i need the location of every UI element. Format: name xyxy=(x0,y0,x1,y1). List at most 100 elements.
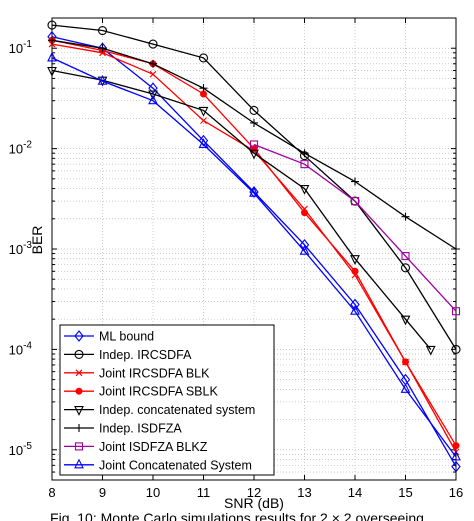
data-point xyxy=(47,66,57,77)
data-point xyxy=(299,245,310,255)
legend-label: Joint IRCSDFA SBLK xyxy=(99,385,218,399)
series-line xyxy=(51,24,457,350)
legend-label: Indep. IRCSDFA xyxy=(99,348,192,362)
data-point xyxy=(299,185,310,195)
data-point xyxy=(402,358,409,366)
data-point xyxy=(451,344,461,354)
y-tick-label: 10-4 xyxy=(9,340,33,357)
series-line xyxy=(51,36,457,467)
data-point xyxy=(149,59,157,68)
legend: ML bound Indep. IRCSDFA Joint IRCSDFA BLK J… xyxy=(59,324,275,476)
x-tick-label: 8 xyxy=(48,485,55,500)
data-point xyxy=(199,84,208,93)
data-point xyxy=(351,267,359,275)
data-point xyxy=(301,209,308,217)
series-7 xyxy=(249,140,461,316)
data-point xyxy=(75,387,83,395)
data-point xyxy=(198,53,209,63)
legend-entry: Indep. ISDFZA xyxy=(64,422,182,436)
series-8 xyxy=(47,51,461,461)
legend-label: Indep. ISDFZA xyxy=(99,422,182,436)
data-point xyxy=(451,450,461,461)
legend-entry: Indep. IRCSDFA xyxy=(64,348,192,362)
data-point xyxy=(97,25,108,36)
figure-caption: Fig. 10: Monte Carlo simulations results… xyxy=(50,510,424,521)
data-point xyxy=(148,82,158,95)
series-6 xyxy=(48,36,460,253)
data-point xyxy=(350,255,360,265)
data-point xyxy=(351,177,359,186)
legend-label: Joint IRCSDFA BLK xyxy=(99,366,210,380)
data-point xyxy=(47,20,57,30)
data-point xyxy=(74,330,84,342)
x-tick-label: 10 xyxy=(146,485,160,500)
data-point xyxy=(249,186,259,197)
series-line xyxy=(51,69,432,350)
data-point xyxy=(148,39,158,49)
x-tick-label: 12 xyxy=(247,485,261,500)
data-point xyxy=(74,406,84,416)
data-point xyxy=(299,238,310,251)
data-point xyxy=(74,349,84,359)
data-point xyxy=(148,94,158,105)
y-tick-label: 10-1 xyxy=(9,39,33,56)
data-point xyxy=(350,298,360,311)
legend-entry: Indep. concatenated system xyxy=(64,403,255,417)
data-point xyxy=(149,70,157,78)
legend-label: Indep. concatenated system xyxy=(99,403,255,417)
data-point xyxy=(400,315,411,326)
x-tick-label: 14 xyxy=(348,485,362,500)
legend-label: Joint ISDFZA BLKZ xyxy=(99,440,208,454)
series-line xyxy=(51,57,457,458)
legend-label: Joint Concatenated System xyxy=(99,458,252,472)
y-axis-label: BER xyxy=(29,226,45,255)
data-point xyxy=(200,117,207,125)
x-axis-label: SNR (dB) xyxy=(224,495,284,511)
legend-entry: Joint Concatenated System xyxy=(64,458,252,472)
x-tick-label: 9 xyxy=(99,485,106,500)
x-tick-label: 13 xyxy=(297,485,311,500)
x-tick-label: 15 xyxy=(398,485,412,500)
data-point xyxy=(452,442,460,450)
data-point xyxy=(148,90,158,101)
data-point xyxy=(452,245,460,253)
data-point xyxy=(350,304,360,315)
data-point xyxy=(350,197,360,206)
data-point xyxy=(451,307,461,316)
data-point xyxy=(47,51,57,62)
data-point xyxy=(75,424,83,432)
legend-entry: ML bound xyxy=(64,330,154,344)
data-point xyxy=(198,138,209,149)
series-line xyxy=(253,143,457,312)
data-point xyxy=(198,134,209,147)
legend-box xyxy=(59,324,275,476)
data-point xyxy=(300,160,309,169)
data-point xyxy=(400,383,411,393)
data-point xyxy=(198,106,209,117)
data-point xyxy=(401,252,410,261)
data-point xyxy=(97,74,108,85)
data-point xyxy=(75,369,83,377)
data-point xyxy=(249,140,259,149)
x-tick-label: 11 xyxy=(197,485,211,500)
data-point xyxy=(48,36,56,45)
data-point xyxy=(98,44,107,53)
data-point xyxy=(401,212,410,221)
data-point xyxy=(400,263,411,273)
data-point xyxy=(250,118,258,127)
data-point xyxy=(249,149,259,160)
data-point xyxy=(249,105,259,115)
data-point xyxy=(451,460,461,473)
data-point xyxy=(425,345,436,356)
data-point xyxy=(74,458,84,469)
y-tick-label: 10-2 xyxy=(9,140,33,157)
x-tick-label: 16 xyxy=(449,485,463,500)
legend-entry: Joint IRCSDFA BLK xyxy=(64,366,210,380)
data-point xyxy=(74,442,84,451)
legend-entry: Joint IRCSDFA SBLK xyxy=(64,385,218,399)
y-tick-label: 10-5 xyxy=(9,441,33,458)
legend-label: ML bound xyxy=(99,330,154,344)
legend-entry: Joint ISDFZA BLKZ xyxy=(64,440,208,454)
data-point xyxy=(300,149,309,158)
